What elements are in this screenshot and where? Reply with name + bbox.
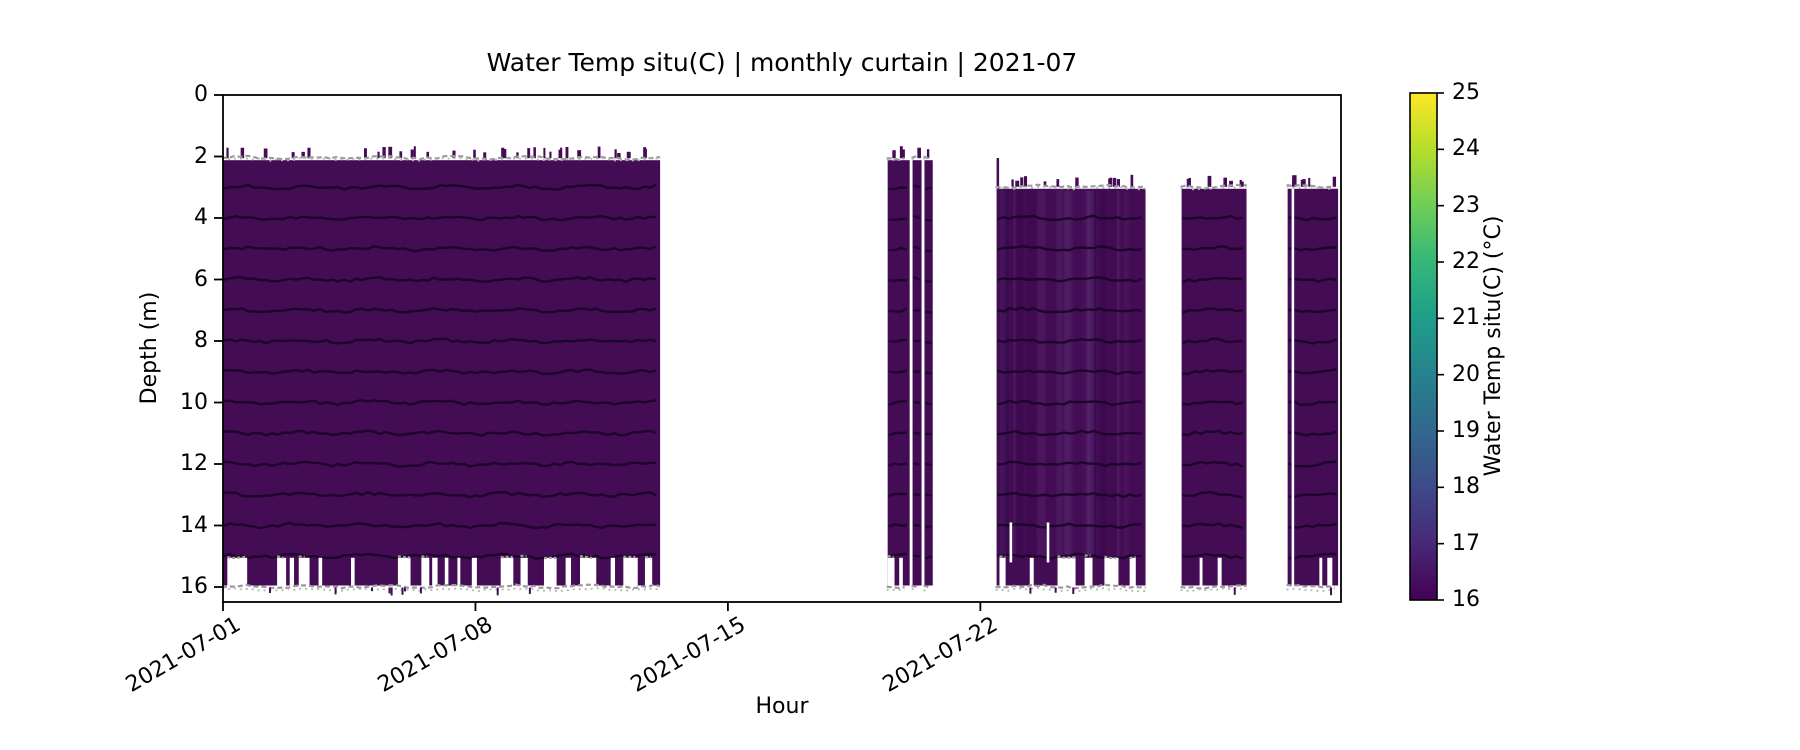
colorbar-gradient xyxy=(1409,92,1438,601)
colorbar-tick-label: 18 xyxy=(1452,474,1480,500)
curtain-block-jul19-strip-1 xyxy=(886,146,910,592)
curtain-body xyxy=(996,188,1146,586)
x-axis-label: Hour xyxy=(755,694,809,719)
colorbar-tick-label: 22 xyxy=(1452,249,1480,274)
colorbar-tick-label: 24 xyxy=(1452,136,1480,162)
curtain-body xyxy=(1287,188,1339,586)
colorbar-tick-label: 25 xyxy=(1452,80,1480,105)
axes-frame xyxy=(214,94,1342,611)
chart-title: Water Temp situ(C) | monthly curtain | 2… xyxy=(486,48,1078,77)
y-tick-label: 0 xyxy=(194,82,208,107)
colorbar-tick-label: 19 xyxy=(1452,418,1480,443)
colorbar-tick-label: 17 xyxy=(1452,530,1480,556)
y-tick-label: 8 xyxy=(194,328,208,353)
y-tick-label: 6 xyxy=(194,266,208,292)
curtain-block-jul30-31-curtain xyxy=(1286,175,1339,596)
curtain-body xyxy=(223,160,661,586)
curtain-body xyxy=(1181,188,1247,586)
curtain-block-jul19-strip-2 xyxy=(911,147,922,591)
colorbar-tick-label: 20 xyxy=(1452,361,1480,387)
y-tick-label: 10 xyxy=(180,389,208,415)
y-tick-label: 12 xyxy=(180,451,208,476)
curtain-block-jul19-strip-3 xyxy=(923,149,933,592)
curtain-block-week1-2-curtain xyxy=(221,146,661,596)
colorbar-tick-label: 23 xyxy=(1452,192,1480,218)
colorbar xyxy=(1409,92,1444,601)
colorbar-label: Water Temp situ(C) (°C) xyxy=(1481,215,1506,477)
curtain-block-jul22-26-curtain xyxy=(995,158,1146,594)
y-tick-label: 14 xyxy=(180,512,208,538)
colorbar-tick-label: 16 xyxy=(1452,587,1480,612)
y-tick-label: 2 xyxy=(194,143,208,169)
colorbar-tick-label: 21 xyxy=(1452,305,1480,331)
y-tick-label: 4 xyxy=(194,205,208,230)
y-tick-label: 16 xyxy=(180,574,208,599)
curtain-block-jul27-28-curtain xyxy=(1180,175,1247,595)
